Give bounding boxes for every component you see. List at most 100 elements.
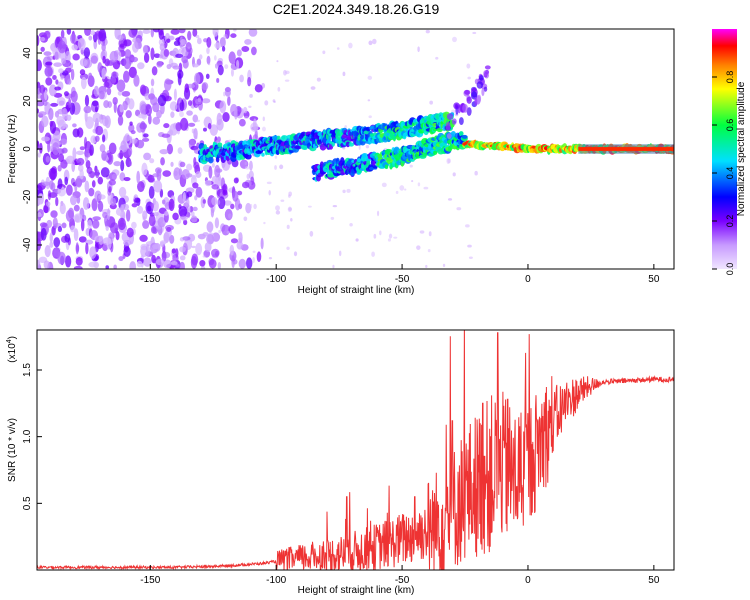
- spectrogram-blob: [190, 256, 198, 269]
- spectrogram-blob: [45, 77, 53, 86]
- spectrogram-blob: [275, 205, 280, 211]
- spectrogram-blob: [227, 95, 231, 107]
- spectrogram-blob: [161, 133, 171, 138]
- spectrogram-blob: [188, 122, 196, 127]
- spectrogram-blob: [151, 66, 158, 76]
- carrier-line: [578, 147, 674, 151]
- spectrogram-blob: [94, 190, 102, 202]
- spectrogram-blob: [105, 225, 109, 231]
- spectrogram-blob: [122, 100, 128, 111]
- spectrogram-blob: [156, 61, 163, 68]
- spectrogram-blob: [158, 54, 164, 59]
- spectrogram-blob: [128, 160, 132, 167]
- spectrogram-blob: [153, 53, 161, 59]
- spectrogram-blob: [112, 71, 117, 77]
- spectrogram-blob: [100, 167, 110, 178]
- spectrogram-blob: [60, 29, 65, 39]
- spectrogram-blob: [177, 147, 183, 155]
- spectrogram-blob: [276, 60, 279, 63]
- spectrogram-blob: [217, 142, 223, 148]
- spectrogram-blob: [49, 145, 54, 153]
- spectrogram-blob: [170, 260, 178, 266]
- spectrogram-blob: [102, 55, 106, 64]
- spectrogram-blob: [72, 128, 80, 138]
- spectrogram-blob: [238, 258, 246, 269]
- spectrogram-blob: [110, 197, 117, 206]
- spectrogram-blob: [57, 108, 66, 115]
- colorbar: 0.0 0.2 0.4 0.6 0.8 Normalized spectral ampl…: [712, 29, 747, 275]
- snr-series-line: [37, 330, 674, 570]
- spectrogram-blob: [477, 94, 482, 103]
- spectrogram-blob: [467, 76, 471, 80]
- spectrogram-blob: [274, 165, 277, 170]
- colorbar-tick-label: 0.6: [725, 119, 735, 132]
- snr-y-multiplier-base: (x10: [7, 343, 18, 363]
- spectrogram-blob: [425, 264, 428, 269]
- spectrogram-blob: [467, 244, 472, 248]
- spectrogram-blob: [202, 232, 209, 237]
- spectrogram-blob: [88, 261, 98, 268]
- spectrogram-blob: [237, 190, 243, 196]
- spectrogram-blob: [108, 179, 116, 186]
- spectrogram-blob: [179, 161, 186, 168]
- spectrogram-blob: [211, 162, 215, 168]
- spectrogram-blob: [427, 249, 431, 253]
- spectrogram-blob: [177, 72, 182, 86]
- spectrogram-blob: [277, 86, 281, 92]
- spectrogram-blob: [203, 127, 207, 132]
- spectrogram-blob: [80, 218, 85, 232]
- spectrogram-blob: [195, 105, 200, 108]
- spectrogram-blob: [464, 89, 471, 95]
- spectrogram-blob: [88, 187, 95, 197]
- spectrogram-blob: [158, 29, 165, 40]
- spectrogram-blob: [245, 257, 253, 269]
- spectrogram-blob: [417, 46, 420, 53]
- spectrogram-blob: [106, 208, 111, 221]
- spectrogram-blob: [256, 251, 262, 263]
- spectrogram-blob: [121, 145, 129, 150]
- spectrogram-blob: [345, 141, 351, 148]
- spectrogram-blob: [105, 265, 110, 269]
- spectrogram-blob: [84, 180, 90, 193]
- spectrogram-blob: [39, 142, 43, 154]
- spectrogram-blob: [50, 102, 59, 107]
- spectrogram-blob: [419, 230, 425, 234]
- colorbar-tick-label: 0.8: [725, 71, 735, 84]
- spectrogram-blob: [72, 147, 77, 160]
- spectrogram-blob: [217, 196, 226, 210]
- spectrogram-blob: [85, 116, 94, 129]
- spectrogram-blob: [150, 78, 155, 87]
- spectrogram-blob: [252, 256, 255, 263]
- spectrogram-blob: [170, 161, 174, 167]
- spectrogram-blob: [142, 137, 150, 142]
- spectrogram-blob: [230, 238, 239, 244]
- spectrogram-blob: [91, 100, 99, 107]
- spectrogram-blob: [236, 59, 240, 70]
- spectrogram-blob: [180, 38, 186, 46]
- spectrogram-blob: [152, 258, 157, 264]
- spectrogram-blob: [159, 148, 169, 155]
- spectrogram-blob: [91, 198, 98, 212]
- spectrogram-blob: [69, 195, 77, 206]
- spectrogram-blob: [175, 121, 182, 132]
- spectrogram-blob: [59, 202, 66, 215]
- spectrogram-blob: [168, 198, 175, 212]
- spectrogram-blob: [84, 29, 92, 37]
- spectrogram-blob: [251, 46, 257, 56]
- spectrogram-blob: [129, 261, 137, 269]
- spectrogram-blob: [66, 29, 72, 35]
- snr-frame: [36, 329, 675, 571]
- spectrogram-blob: [153, 180, 163, 193]
- spectrogram-blob: [376, 210, 380, 217]
- spectrogram-blob: [237, 232, 242, 238]
- spectrogram-blob: [248, 29, 258, 37]
- spectrogram-blob: [372, 38, 377, 45]
- spectrogram-blob: [221, 46, 226, 52]
- spectrogram-blob: [128, 29, 137, 38]
- spectrogram-blob: [49, 241, 54, 248]
- spectrogram-blob: [163, 259, 172, 269]
- spectrogram-blob: [379, 230, 382, 236]
- spectrogram-blob: [208, 156, 214, 164]
- spectrogram-blob: [143, 133, 149, 138]
